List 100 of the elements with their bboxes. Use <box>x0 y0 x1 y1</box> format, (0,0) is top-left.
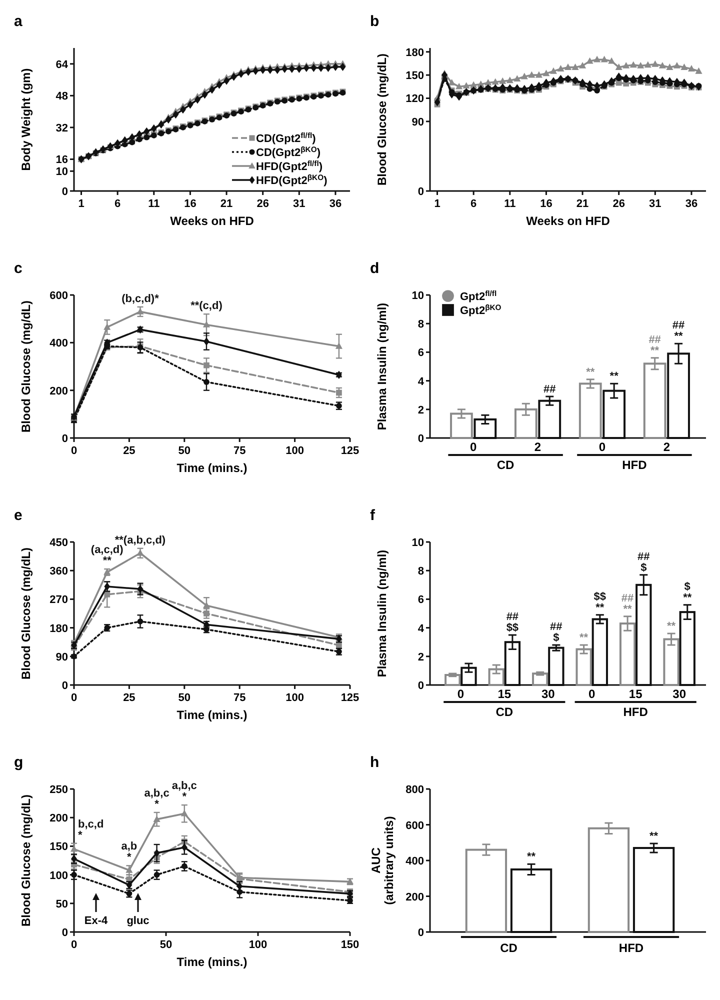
x-tick-label: 26 <box>256 198 269 210</box>
text: CD <box>496 458 515 472</box>
y-tick-label: 50 <box>56 898 68 910</box>
y-axis-title: Blood Glucose (mg/dL) <box>19 300 33 432</box>
y-tick-label: 10 <box>412 537 424 549</box>
x-tick-label: 100 <box>286 445 304 457</box>
data-label: ** <box>586 366 596 378</box>
y-axis-title: Body Weight (gm) <box>19 68 33 171</box>
annotation: Ex-4 <box>84 915 108 927</box>
x-axis-title: Time (mins.) <box>176 461 248 475</box>
y-axis-title: Plasma Insulin (ng/ml) <box>375 302 389 430</box>
y-tick-label: 100 <box>50 870 68 882</box>
text: HFD <box>622 458 648 472</box>
x-tick-label: 0 <box>598 440 606 454</box>
x-tick-label: HFD <box>618 941 644 955</box>
x-tick-label: 25 <box>123 692 136 704</box>
y-tick-label: 120 <box>406 93 424 106</box>
legend-label: Gpt2$^{fl/fl}$ <box>460 288 497 303</box>
x-axis-title: Time (mins.) <box>176 708 248 722</box>
x-axis-title: Weeks on HFD <box>526 214 610 228</box>
y-tick-label: 200 <box>406 891 424 904</box>
x-tick-label: 2 <box>534 440 542 454</box>
y-tick-label: 180 <box>406 46 424 59</box>
y-tick-label: 600 <box>406 820 424 832</box>
legend-label: HFD(Gpt2$^{fl/fl}$) <box>256 158 323 173</box>
data-label: ## ** <box>621 592 634 616</box>
y-tick-label: 6 <box>418 347 424 360</box>
y-tick-label: 0 <box>418 927 424 939</box>
y-axis-title: Blood Glucose (mg/dL) <box>19 794 33 926</box>
y-tick-label: 32 <box>56 122 68 134</box>
x-tick-label: 100 <box>248 939 268 951</box>
y-tick-label: 0 <box>62 186 68 198</box>
y-tick-label: 90 <box>412 116 424 128</box>
x-tick-label: 2 <box>663 440 670 454</box>
chart-title: f <box>370 507 376 524</box>
legend-label: Gpt2$^{βKO}$ <box>460 302 502 317</box>
x-tick-label: 75 <box>233 445 246 457</box>
x-tick-label: 25 <box>123 445 136 457</box>
text: CD <box>496 705 514 719</box>
chart-title: c <box>14 260 22 277</box>
y-tick-label: 0 <box>62 927 68 939</box>
y-tick-label: 150 <box>50 841 68 854</box>
y-tick-label: 48 <box>56 90 68 103</box>
x-tick-label: 16 <box>540 198 552 210</box>
data-label: ** <box>610 370 620 383</box>
x-tick-label: 50 <box>178 445 191 457</box>
y-axis-title: Plasma Insulin (ng/ml) <box>375 550 389 678</box>
y-tick-label: 180 <box>50 622 68 635</box>
annotation: gluc <box>126 915 150 927</box>
data-label: ## $ <box>638 550 650 574</box>
y-axis-title: AUC (arbitrary units) <box>369 816 396 905</box>
y-tick-label: 6 <box>418 594 424 606</box>
y-tick-label: 10 <box>412 290 424 302</box>
data-label: (b,c,d)* <box>122 292 160 305</box>
data-label: $ ** <box>683 580 692 604</box>
x-tick-label: 50 <box>178 692 191 704</box>
x-tick-label: 11 <box>148 198 160 210</box>
y-tick-label: 90 <box>56 651 68 664</box>
y-tick-label: 4 <box>418 376 425 388</box>
data-label: ** <box>667 620 676 633</box>
y-tick-label: 10 <box>56 166 68 178</box>
x-tick-label: 0 <box>70 445 78 457</box>
data-label: b,c,d * <box>78 818 104 842</box>
legend-label: HFD(Gpt2$^{βKO}$) <box>256 172 328 187</box>
y-tick-label: 400 <box>50 338 68 350</box>
x-tick-label: 21 <box>576 198 589 210</box>
data-label: ## ** <box>672 320 685 343</box>
y-tick-label: 8 <box>418 318 424 331</box>
x-axis-title: Time (mins.) <box>176 955 248 969</box>
x-tick-label: 150 <box>340 939 360 951</box>
y-tick-label: 400 <box>406 856 424 868</box>
chart-title: b <box>370 13 380 30</box>
chart-title: g <box>14 754 24 771</box>
x-tick-label: 0 <box>70 939 78 951</box>
y-tick-label: 250 <box>50 784 68 796</box>
data-label: ## <box>544 384 556 396</box>
data-label: (a,c,d) ** <box>90 544 124 568</box>
y-tick-label: 2 <box>418 404 424 416</box>
y-tick-label: 450 <box>50 537 68 549</box>
y-tick-label: 200 <box>50 812 68 825</box>
x-tick-label: 30 <box>672 687 686 701</box>
data-label: ## $$ <box>506 610 519 634</box>
x-tick-label: 15 <box>628 687 643 701</box>
x-tick-label: 125 <box>340 445 360 457</box>
legend-label: CD(Gpt2$^{fl/fl}$) <box>256 130 316 145</box>
y-tick-label: 200 <box>50 385 68 398</box>
x-tick-label: 0 <box>470 440 477 454</box>
x-tick-label: 15 <box>498 687 512 701</box>
y-tick-label: 64 <box>56 58 69 71</box>
data-label: a,b,c * <box>172 780 197 804</box>
chart-title: e <box>14 507 22 524</box>
y-axis-title: Blood Glucose (mg/dL) <box>19 548 33 680</box>
y-tick-label: 600 <box>50 290 68 302</box>
x-tick-label: 50 <box>160 939 172 951</box>
legend-label: CD(Gpt2$^{βKO}$) <box>256 144 321 159</box>
x-tick-label: 36 <box>685 198 698 210</box>
y-tick-label: 800 <box>406 784 424 796</box>
y-tick-label: 8 <box>418 566 424 578</box>
data-label: **(a,b,c,d) <box>114 534 166 546</box>
data-label: $$ ** <box>594 590 606 614</box>
